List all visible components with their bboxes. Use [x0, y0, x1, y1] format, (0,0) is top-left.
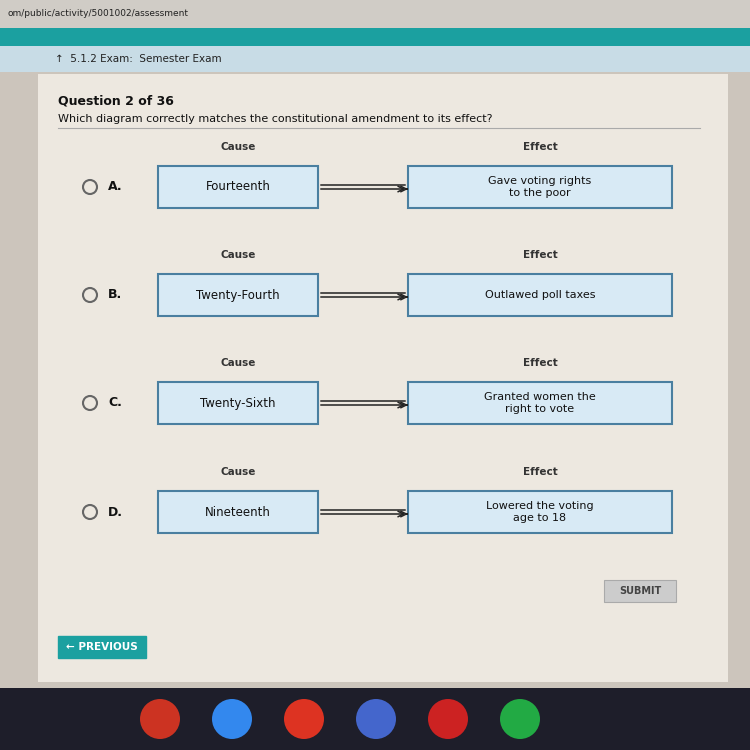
- FancyBboxPatch shape: [158, 274, 318, 316]
- Text: Twenty-Fourth: Twenty-Fourth: [196, 289, 280, 302]
- FancyBboxPatch shape: [58, 636, 146, 658]
- Text: Effect: Effect: [523, 358, 557, 368]
- Text: A.: A.: [108, 181, 123, 194]
- Text: Cause: Cause: [220, 467, 256, 477]
- FancyBboxPatch shape: [0, 28, 750, 46]
- Text: Nineteenth: Nineteenth: [205, 506, 271, 518]
- Text: D.: D.: [108, 506, 123, 518]
- Circle shape: [212, 699, 252, 739]
- FancyBboxPatch shape: [408, 274, 672, 316]
- FancyBboxPatch shape: [158, 382, 318, 424]
- FancyBboxPatch shape: [158, 166, 318, 208]
- Text: ↑  5.1.2 Exam:  Semester Exam: ↑ 5.1.2 Exam: Semester Exam: [55, 54, 222, 64]
- Text: Cause: Cause: [220, 142, 256, 152]
- Text: Gave voting rights
to the poor: Gave voting rights to the poor: [488, 176, 592, 198]
- Text: B.: B.: [108, 289, 122, 302]
- Circle shape: [500, 699, 540, 739]
- Text: SUBMIT: SUBMIT: [619, 586, 662, 596]
- Text: om/public/activity/5001002/assessment: om/public/activity/5001002/assessment: [8, 10, 189, 19]
- Text: Effect: Effect: [523, 142, 557, 152]
- Text: Twenty-Sixth: Twenty-Sixth: [200, 397, 276, 410]
- Text: Effect: Effect: [523, 467, 557, 477]
- Text: Which diagram correctly matches the constitutional amendment to its effect?: Which diagram correctly matches the cons…: [58, 114, 493, 124]
- Circle shape: [284, 699, 324, 739]
- Text: Cause: Cause: [220, 358, 256, 368]
- FancyBboxPatch shape: [408, 166, 672, 208]
- FancyBboxPatch shape: [0, 688, 750, 750]
- Text: Fourteenth: Fourteenth: [206, 181, 271, 194]
- FancyBboxPatch shape: [38, 74, 728, 682]
- Text: C.: C.: [108, 397, 122, 410]
- Text: ← PREVIOUS: ← PREVIOUS: [66, 642, 138, 652]
- Circle shape: [428, 699, 468, 739]
- FancyBboxPatch shape: [158, 491, 318, 533]
- FancyBboxPatch shape: [408, 382, 672, 424]
- FancyBboxPatch shape: [0, 0, 750, 28]
- Text: Granted women the
right to vote: Granted women the right to vote: [484, 392, 596, 414]
- Text: Question 2 of 36: Question 2 of 36: [58, 95, 174, 108]
- Text: Lowered the voting
age to 18: Lowered the voting age to 18: [486, 501, 594, 523]
- Text: Outlawed poll taxes: Outlawed poll taxes: [484, 290, 596, 300]
- Circle shape: [356, 699, 396, 739]
- Text: Effect: Effect: [523, 250, 557, 260]
- Circle shape: [140, 699, 180, 739]
- FancyBboxPatch shape: [604, 580, 676, 602]
- Text: Cause: Cause: [220, 250, 256, 260]
- FancyBboxPatch shape: [0, 46, 750, 72]
- FancyBboxPatch shape: [408, 491, 672, 533]
